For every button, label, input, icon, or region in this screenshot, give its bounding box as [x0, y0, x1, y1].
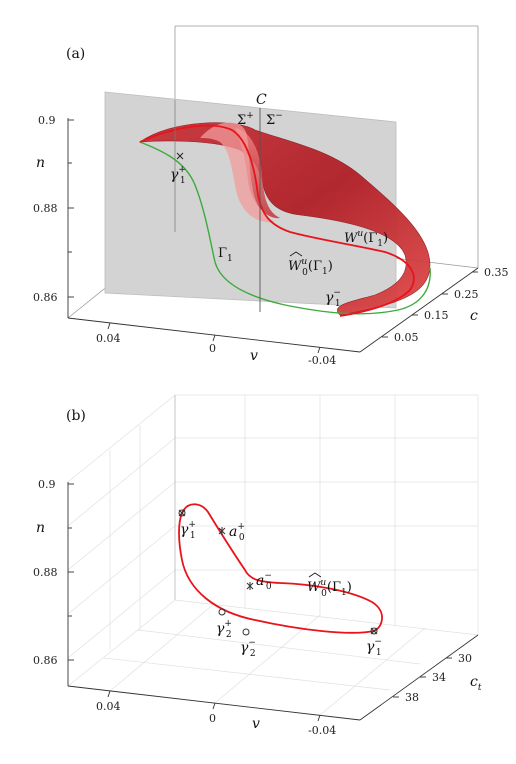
marker-gamma2-plus: [218, 608, 226, 616]
label-W0hat-b: Wu 0(Γ1): [307, 572, 352, 599]
b-c-tick-0: 30: [458, 652, 472, 665]
label-gamma1-minus-b: γ− 1: [366, 637, 382, 658]
a-c-tick-3: 0.05: [394, 331, 419, 344]
curve-w0hat: [139, 124, 415, 317]
a-c-tick-1: 0.25: [454, 288, 479, 301]
label-gamma2-minus: γ− 2: [240, 638, 256, 659]
label-gamma1-plus-a: γ+ 1: [170, 165, 186, 186]
b-v-axis-label: v: [252, 716, 260, 732]
b-c-tick-2: 38: [405, 691, 419, 704]
marker-gamma2-minus: [242, 628, 250, 636]
manifold-lobe: [200, 122, 275, 223]
label-gamma1-plus-b: γ+ 1: [180, 520, 196, 541]
panel-b: (b): [33, 394, 482, 737]
label-C: C: [256, 92, 267, 108]
a-n-tick-0: 0.9: [38, 114, 56, 127]
panel-b-label: (b): [66, 408, 86, 424]
b-v-tick-2: -0.04: [308, 724, 336, 737]
label-W0hat-a: Wu 0(Γ1): [288, 251, 333, 278]
label-sigma-minus: Σ−: [266, 111, 283, 128]
label-a0-minus: a− 0: [256, 571, 272, 592]
label-sigma-plus: Σ+: [237, 111, 254, 128]
label-a0-plus: a+ 0: [229, 522, 245, 543]
a-c-tick-0: 0.35: [484, 266, 509, 279]
b-n-tick-1: 0.88: [33, 566, 58, 579]
b-c-tick-1: 34: [432, 671, 446, 684]
svg-text:Wu0(Γ1): Wu 0(Γ1): [288, 257, 333, 278]
panel-b-grid: [67, 394, 479, 716]
panel-a-axes: [67, 118, 479, 354]
orbit-gamma1: [139, 141, 431, 315]
a-v-tick-1: 0: [209, 342, 216, 355]
panel-a: (a) C Σ+ Σ−: [33, 25, 509, 367]
b-n-tick-0: 0.9: [38, 478, 56, 491]
b-v-tick-0: 0.04: [96, 700, 121, 713]
a-v-axis-label: v: [250, 348, 258, 364]
b-v-tick-1: 0: [209, 712, 216, 725]
marker-a0-plus: [218, 527, 226, 535]
svg-text:Wu0(Γ1): Wu 0(Γ1): [307, 578, 352, 599]
label-gamma1-minus-a: γ− 1: [325, 288, 341, 309]
b-n-tick-2: 0.86: [33, 654, 58, 667]
b-n-axis-label: n: [36, 520, 45, 536]
panel-a-label: (a): [66, 46, 85, 62]
a-c-tick-2: 0.15: [424, 309, 449, 322]
panel-b-axes: [67, 482, 479, 722]
marker-gamma1-plus-b: [178, 509, 186, 517]
curve-w0hat-b: [178, 503, 383, 634]
a-c-axis-label: c: [470, 308, 478, 324]
a-n-tick-1: 0.88: [33, 202, 58, 215]
marker-gamma1-minus-b: [370, 627, 378, 635]
b-c-axis-label: ct: [470, 674, 482, 693]
label-Gamma1: Γ1: [218, 246, 233, 264]
a-n-tick-2: 0.86: [33, 291, 58, 304]
marker-a0-minus: [246, 582, 254, 590]
a-v-tick-2: -0.04: [308, 354, 336, 367]
a-v-tick-0: 0.04: [96, 332, 121, 345]
a-n-axis-label: n: [36, 155, 45, 171]
label-Wu: Wu(Γ1): [344, 229, 388, 249]
label-gamma2-plus: γ+ 2: [216, 619, 232, 640]
marker-gamma1-plus-a: [176, 152, 184, 160]
